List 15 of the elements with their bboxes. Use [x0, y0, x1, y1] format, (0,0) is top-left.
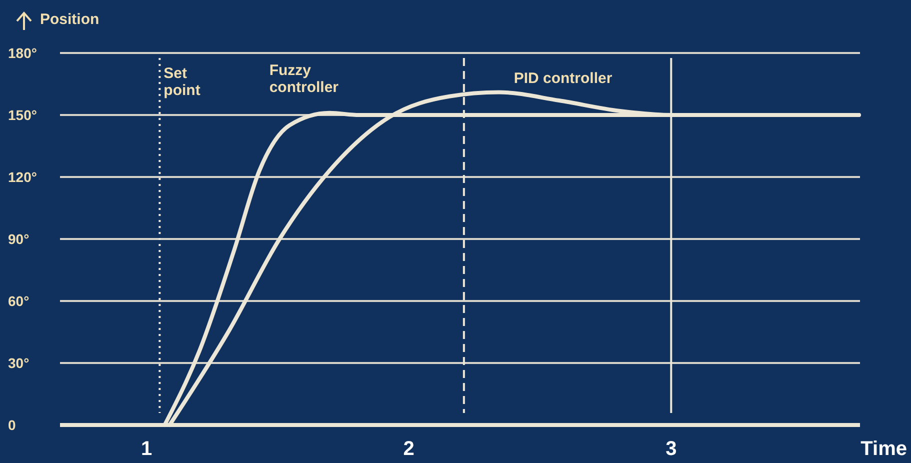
- y-tick-label: 180°: [8, 45, 37, 61]
- y-tick-label: 120°: [8, 169, 37, 185]
- y-tick-label: 30°: [8, 355, 30, 371]
- x-tick-label: 2: [403, 438, 414, 460]
- y-axis-title: Position: [40, 11, 100, 28]
- x-tick-label: 1: [140, 438, 152, 460]
- y-tick-label: 0: [8, 417, 16, 433]
- y-tick-label: 60°: [8, 293, 30, 309]
- y-tick-label: 90°: [8, 231, 30, 247]
- y-tick-label: 150°: [8, 107, 37, 123]
- series-label: Fuzzy controller: [269, 62, 339, 96]
- x-tick-label: 3: [666, 438, 677, 460]
- ref-line-label: Set point: [164, 65, 200, 99]
- x-axis-title: Time: [860, 438, 907, 460]
- series-label: PID controller: [514, 70, 612, 87]
